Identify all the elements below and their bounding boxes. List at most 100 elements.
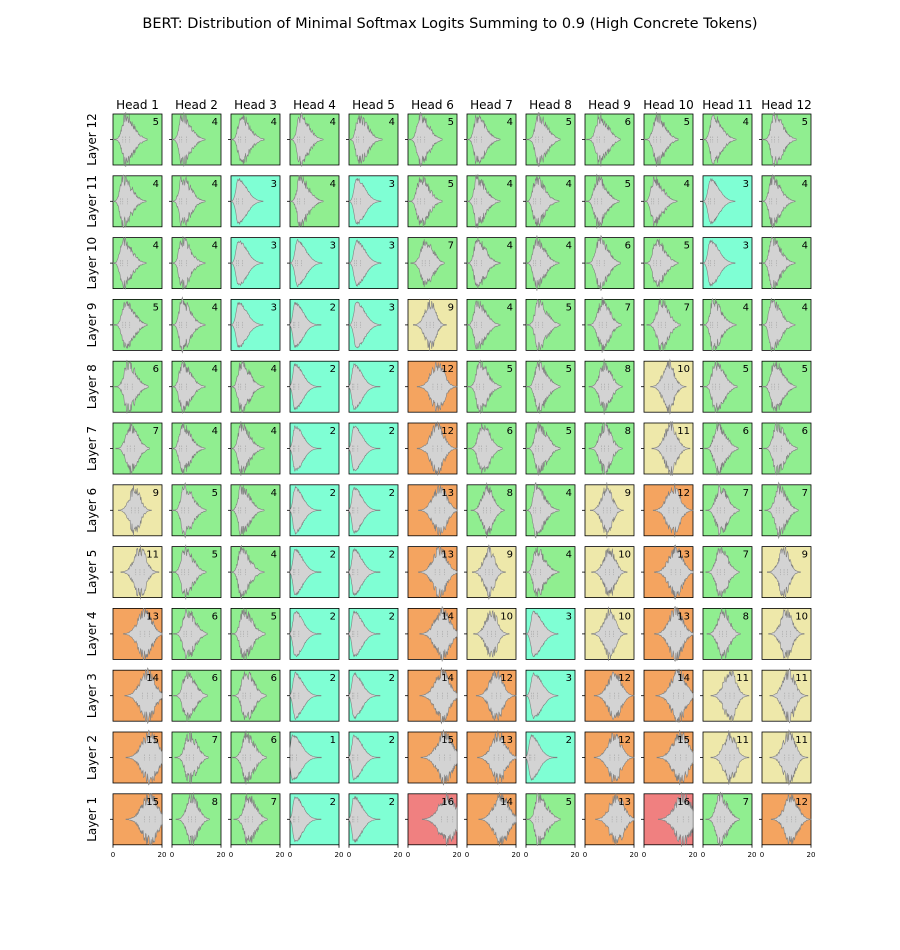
violin <box>705 546 740 599</box>
x-tick-label: 20 <box>807 851 816 859</box>
value-label: 5 <box>743 364 749 375</box>
cell: 4 <box>346 113 399 166</box>
x-tick-label: 20 <box>394 851 403 859</box>
violin <box>525 421 561 476</box>
violin <box>656 729 694 786</box>
cell: 2 <box>346 731 399 784</box>
value-label: 7 <box>802 488 808 499</box>
value-label: 9 <box>448 302 454 313</box>
violin <box>348 547 381 597</box>
cell: 4 <box>464 174 517 229</box>
cell: 2 <box>287 360 340 413</box>
x-tick-label: 0 <box>583 851 587 859</box>
row-label: Layer 1 <box>85 797 99 842</box>
value-label: 5 <box>507 364 513 375</box>
value-label: 12 <box>618 735 631 746</box>
violin <box>171 422 206 475</box>
violin <box>289 424 322 473</box>
violin <box>525 175 560 227</box>
violin <box>416 421 458 476</box>
violin <box>525 734 558 781</box>
column-label: Head 5 <box>352 98 395 112</box>
cell: 11 <box>641 421 694 476</box>
violin <box>419 666 458 725</box>
value-label: 5 <box>212 488 218 499</box>
value-label: 13 <box>500 735 513 746</box>
cell: 12 <box>405 421 458 476</box>
violin <box>348 671 381 720</box>
value-label: 15 <box>677 735 690 746</box>
violin <box>112 111 148 168</box>
violin <box>525 610 559 658</box>
cell: 12 <box>759 793 812 846</box>
cell: 4 <box>287 175 340 228</box>
x-tick-label: 0 <box>642 851 646 859</box>
x-tick-label: 0 <box>465 851 469 859</box>
cell: 10 <box>464 608 517 660</box>
value-label: 4 <box>271 364 277 375</box>
value-label: 4 <box>330 117 336 128</box>
value-label: 2 <box>330 364 336 375</box>
cell: 3 <box>346 175 399 228</box>
value-label: 13 <box>441 550 454 561</box>
cell: 2 <box>346 669 399 722</box>
row-label: Layer 4 <box>85 611 99 656</box>
value-label: 9 <box>153 488 159 499</box>
violin <box>587 296 622 353</box>
value-label: 5 <box>566 117 572 128</box>
cell: 16 <box>405 792 458 847</box>
violin <box>348 734 381 781</box>
cell: 4 <box>110 174 163 228</box>
cell: 15 <box>641 729 694 786</box>
x-tick-label: 20 <box>276 851 285 859</box>
value-label: 4 <box>566 179 572 190</box>
cell: 4 <box>228 544 281 600</box>
cell: 15 <box>110 793 163 846</box>
violin <box>704 421 739 476</box>
value-label: 3 <box>271 179 277 190</box>
column-label: Head 6 <box>411 98 454 112</box>
cell: 6 <box>759 421 812 476</box>
value-label: 2 <box>330 426 336 437</box>
value-label: 4 <box>566 241 572 252</box>
cell: 13 <box>110 607 163 660</box>
violin <box>525 672 559 719</box>
value-label: 5 <box>271 611 277 622</box>
cell: 9 <box>582 482 635 539</box>
value-label: 8 <box>743 611 749 622</box>
x-tick-label: 20 <box>512 851 521 859</box>
violin <box>466 359 502 414</box>
column-label: Head 11 <box>702 98 752 112</box>
cell: 11 <box>759 667 812 724</box>
value-label: 4 <box>743 117 749 128</box>
violin <box>478 792 517 847</box>
cell: 9 <box>110 484 163 537</box>
value-label: 10 <box>795 611 808 622</box>
value-label: 4 <box>743 302 749 313</box>
cell: 9 <box>464 544 517 600</box>
violin <box>289 610 322 658</box>
violin <box>171 482 207 539</box>
violin <box>702 113 737 166</box>
violin <box>289 485 322 535</box>
cell: 4 <box>523 175 576 228</box>
violin <box>588 358 623 415</box>
row-label: Layer 12 <box>85 113 99 166</box>
cell: 3 <box>700 175 753 228</box>
cell: 10 <box>582 546 635 598</box>
value-label: 11 <box>677 426 690 437</box>
cell: 2 <box>346 360 399 413</box>
value-label: 5 <box>684 117 690 128</box>
x-tick-label: 0 <box>524 851 528 859</box>
cell: 6 <box>110 359 163 414</box>
value-label: 5 <box>212 550 218 561</box>
cell: 7 <box>405 237 458 290</box>
violin <box>468 423 503 474</box>
row-label: Layer 10 <box>85 237 99 290</box>
violin <box>593 733 635 782</box>
violin <box>643 238 679 288</box>
x-tick-label: 0 <box>760 851 764 859</box>
cell: 4 <box>228 113 281 166</box>
value-label: 7 <box>743 488 749 499</box>
cell: 9 <box>759 545 812 599</box>
